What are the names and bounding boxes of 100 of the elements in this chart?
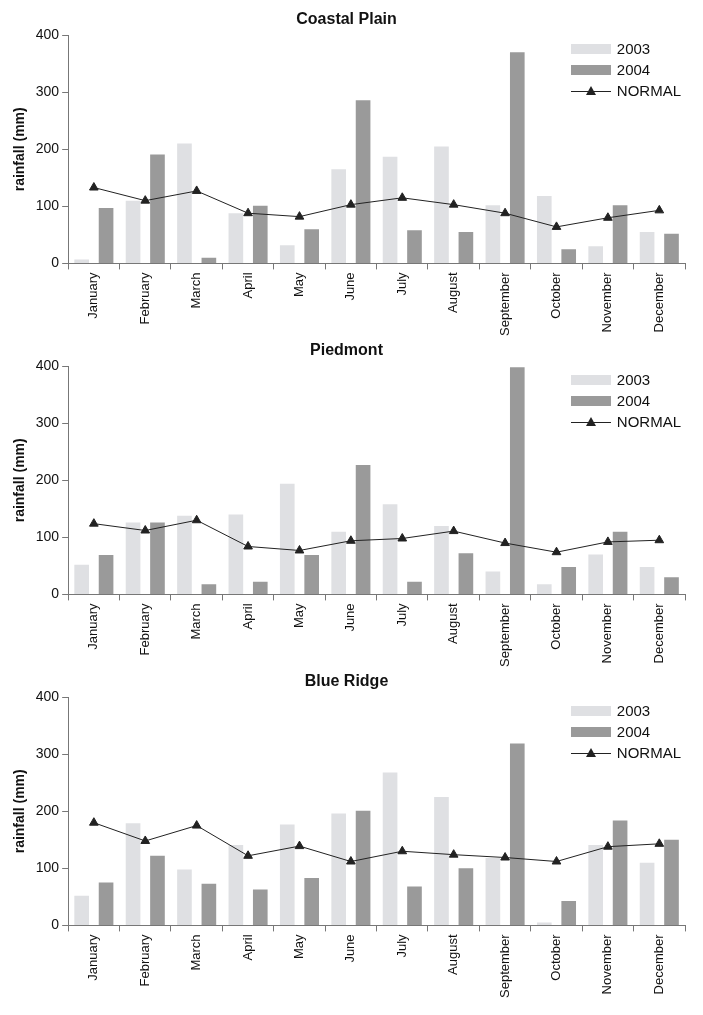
point <box>654 204 665 214</box>
bar <box>639 567 655 594</box>
bar <box>177 515 192 594</box>
legend-label: 2004 <box>616 392 651 409</box>
bar <box>279 483 295 594</box>
bar <box>509 52 525 263</box>
y-tick-label: 400 <box>35 357 60 374</box>
legend-label: NORMAL <box>616 744 681 761</box>
y-tick-label: 200 <box>35 802 60 819</box>
point <box>603 536 613 545</box>
x-tick-label: April <box>239 934 255 961</box>
bar <box>485 571 501 594</box>
bar <box>125 823 141 925</box>
bar <box>382 156 398 263</box>
bar <box>74 259 89 263</box>
bar <box>434 525 449 594</box>
bar <box>331 169 346 263</box>
bar <box>228 213 244 263</box>
x-tick-label: February <box>136 933 152 987</box>
bar <box>252 205 268 263</box>
bar <box>177 869 192 925</box>
y-tick-label: 100 <box>35 197 60 214</box>
point <box>448 525 459 535</box>
x-tick-label: August <box>445 603 461 644</box>
bar <box>98 555 114 594</box>
bar <box>304 555 320 594</box>
y-axis-title: rainfall (mm) <box>11 107 28 192</box>
bar <box>509 743 525 925</box>
point <box>448 849 459 858</box>
point <box>346 856 356 865</box>
point <box>243 207 253 217</box>
y-tick-label: 300 <box>35 414 60 431</box>
x-tick-label: February <box>136 271 152 325</box>
bar <box>458 553 474 594</box>
point <box>294 840 305 850</box>
x-tick-label: March <box>188 272 204 309</box>
point <box>191 514 202 524</box>
bar <box>536 196 552 263</box>
bar <box>355 464 371 594</box>
point <box>140 835 151 844</box>
point <box>397 192 408 201</box>
x-tick-label: April <box>239 603 255 630</box>
bar <box>125 522 141 594</box>
bar <box>74 895 89 925</box>
bar <box>74 564 89 594</box>
point <box>603 212 613 221</box>
x-tick-label: March <box>188 603 204 640</box>
point <box>448 199 459 208</box>
point <box>294 544 305 554</box>
x-tick-label: November <box>599 271 615 333</box>
x-tick-label: May <box>291 933 307 959</box>
point <box>397 533 408 542</box>
x-tick-label: November <box>599 602 615 664</box>
y-axis-title: rainfall (mm) <box>11 769 28 854</box>
x-tick-label: October <box>548 933 564 981</box>
bar <box>664 233 679 263</box>
bar <box>279 245 295 263</box>
chart-title: Coastal Plain <box>296 10 397 28</box>
x-tick-label: August <box>445 934 461 975</box>
legend-label: NORMAL <box>616 82 681 99</box>
x-tick-label: December <box>650 933 666 995</box>
bar <box>252 581 268 594</box>
bar <box>382 772 398 925</box>
bar <box>485 858 501 925</box>
x-tick-label: January <box>85 933 101 981</box>
bar <box>434 146 449 263</box>
point <box>551 546 562 556</box>
x-tick-label: December <box>650 271 666 333</box>
bar <box>201 584 217 594</box>
legend-label: 2004 <box>616 61 651 78</box>
y-tick-label: 100 <box>35 859 60 876</box>
x-tick-label: November <box>599 933 615 995</box>
x-tick-label: March <box>188 934 204 971</box>
bar <box>304 229 320 263</box>
bar <box>382 504 398 594</box>
point <box>500 207 510 217</box>
x-tick-label: June <box>342 272 358 301</box>
bar <box>150 855 165 925</box>
bar <box>331 531 346 594</box>
bar <box>458 868 474 925</box>
bar <box>485 205 501 263</box>
point <box>551 221 562 230</box>
y-tick-label: 300 <box>35 745 60 762</box>
bar <box>228 514 244 594</box>
bar <box>331 813 346 925</box>
legend-label: 2003 <box>616 702 651 719</box>
bar <box>252 889 268 925</box>
bar <box>561 900 577 925</box>
bar <box>664 839 679 925</box>
point <box>294 211 305 220</box>
point <box>243 540 253 550</box>
bar <box>612 531 628 594</box>
bar <box>639 862 655 925</box>
bar <box>561 249 577 263</box>
y-tick-label: 400 <box>35 26 60 43</box>
x-tick-label: May <box>291 602 307 628</box>
point <box>500 852 510 861</box>
legend-label: NORMAL <box>616 413 681 430</box>
bar <box>228 844 244 925</box>
x-tick-label: August <box>445 272 461 313</box>
